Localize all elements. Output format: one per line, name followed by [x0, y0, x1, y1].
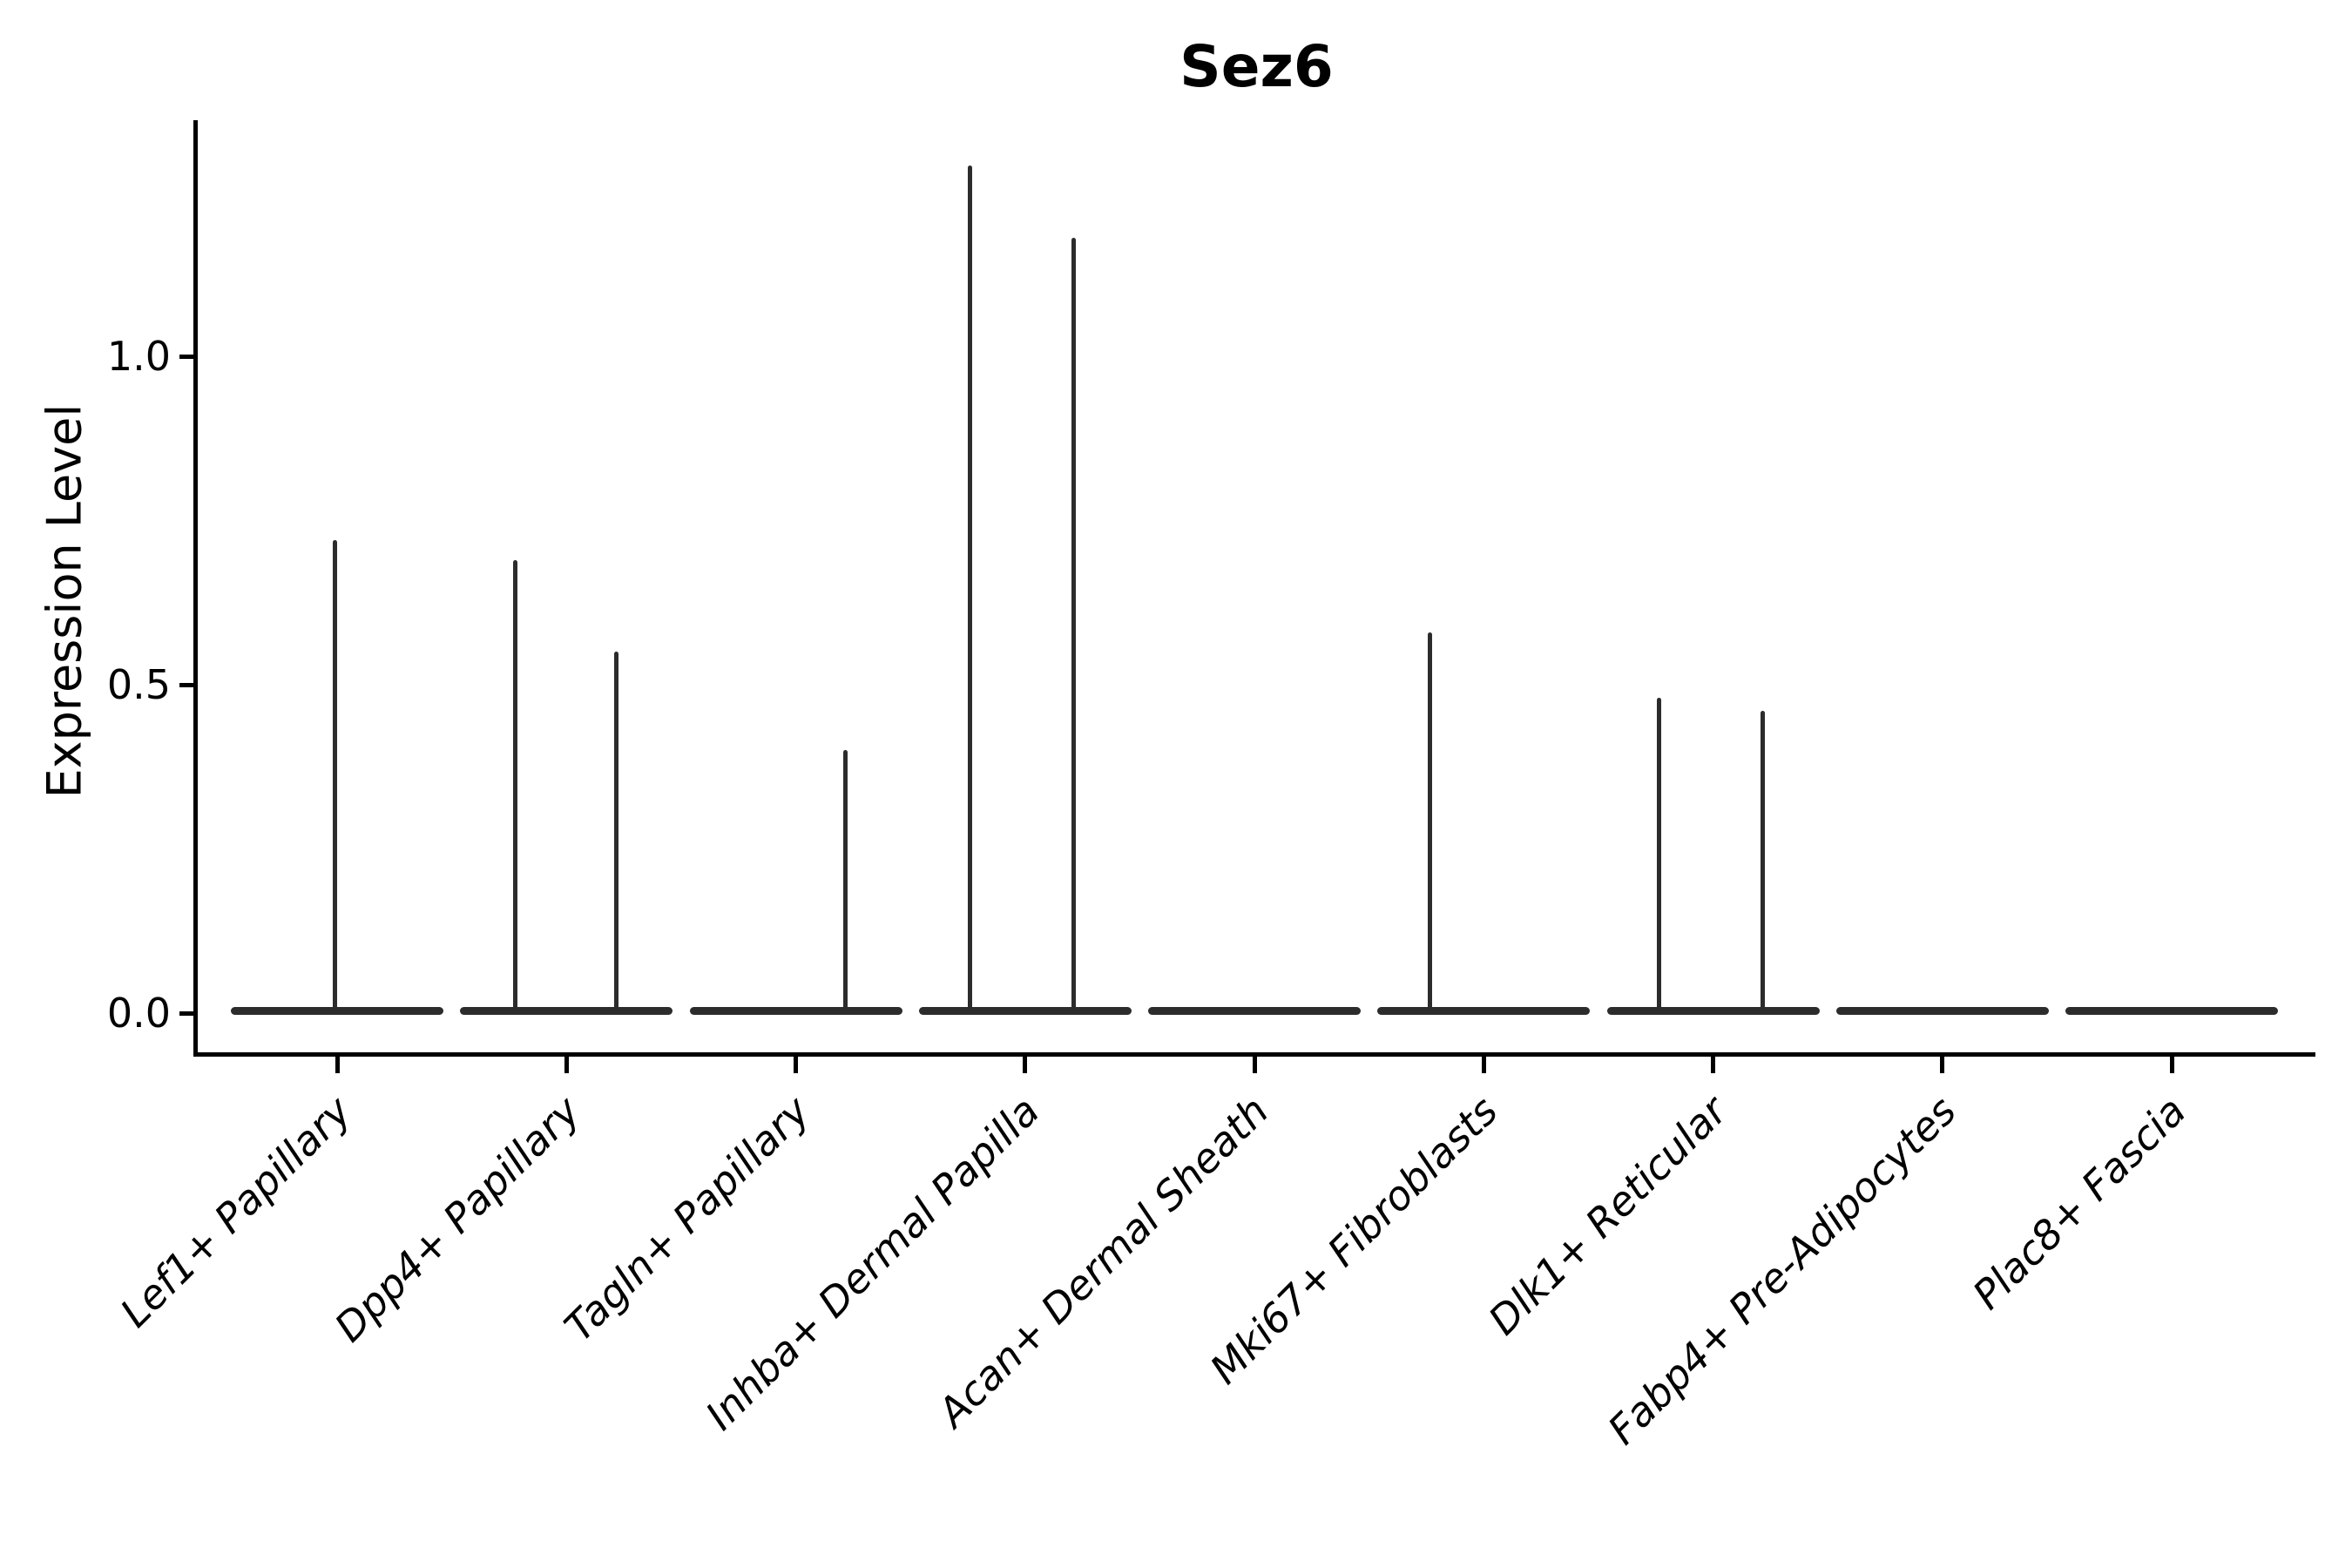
x-tick-label: Dlk1+ Reticular	[1479, 1087, 1736, 1344]
x-axis-spine	[193, 1052, 2315, 1057]
y-axis-spine	[193, 120, 198, 1057]
x-tick-mark	[335, 1057, 340, 1073]
x-tick-label: Plac8+ Fascia	[1963, 1087, 2195, 1319]
x-tick-mark	[564, 1057, 569, 1073]
violin-body-3	[689, 1007, 902, 1015]
x-tick-label: Lef1+ Papillary	[111, 1087, 361, 1336]
x-tick-mark	[1023, 1057, 1028, 1073]
violin-body-2	[460, 1007, 673, 1015]
violin-body-9	[2065, 1007, 2278, 1015]
violin-body-4	[918, 1007, 1132, 1015]
violin-spike	[1761, 711, 1765, 1009]
x-tick-label: Tagln+ Papillary	[555, 1087, 819, 1351]
violin-spike	[332, 540, 337, 1009]
violin-body-1	[231, 1007, 443, 1015]
y-axis-label: Expression Level	[37, 403, 92, 799]
violin-body-5	[1148, 1007, 1361, 1015]
violin-body-7	[1606, 1007, 1820, 1015]
y-tick-label: 0.5	[106, 661, 171, 708]
violin-body-8	[1835, 1007, 2049, 1015]
violin-spike	[613, 652, 618, 1009]
x-tick-mark	[1940, 1057, 1945, 1073]
plot-title: Sez6	[1179, 33, 1334, 100]
violin-spike	[1071, 238, 1077, 1009]
x-tick-mark	[1711, 1057, 1715, 1073]
y-tick-mark	[179, 1010, 193, 1016]
y-tick-label: 1.0	[106, 333, 171, 380]
x-tick-mark	[1481, 1057, 1486, 1073]
violin-spike	[843, 750, 848, 1009]
violin-spike	[968, 166, 973, 1009]
y-tick-mark	[179, 354, 193, 359]
x-tick-label: Dpp4+ Papillary	[325, 1087, 590, 1351]
y-tick-mark	[179, 682, 193, 687]
y-tick-label: 0.0	[106, 990, 171, 1037]
violin-spike	[1657, 698, 1661, 1009]
violin-spike	[1427, 632, 1432, 1009]
x-tick-mark	[1252, 1057, 1257, 1073]
violin-spike	[512, 559, 517, 1009]
violin-body-6	[1377, 1007, 1591, 1015]
x-tick-mark	[794, 1057, 798, 1073]
x-tick-mark	[2169, 1057, 2174, 1073]
